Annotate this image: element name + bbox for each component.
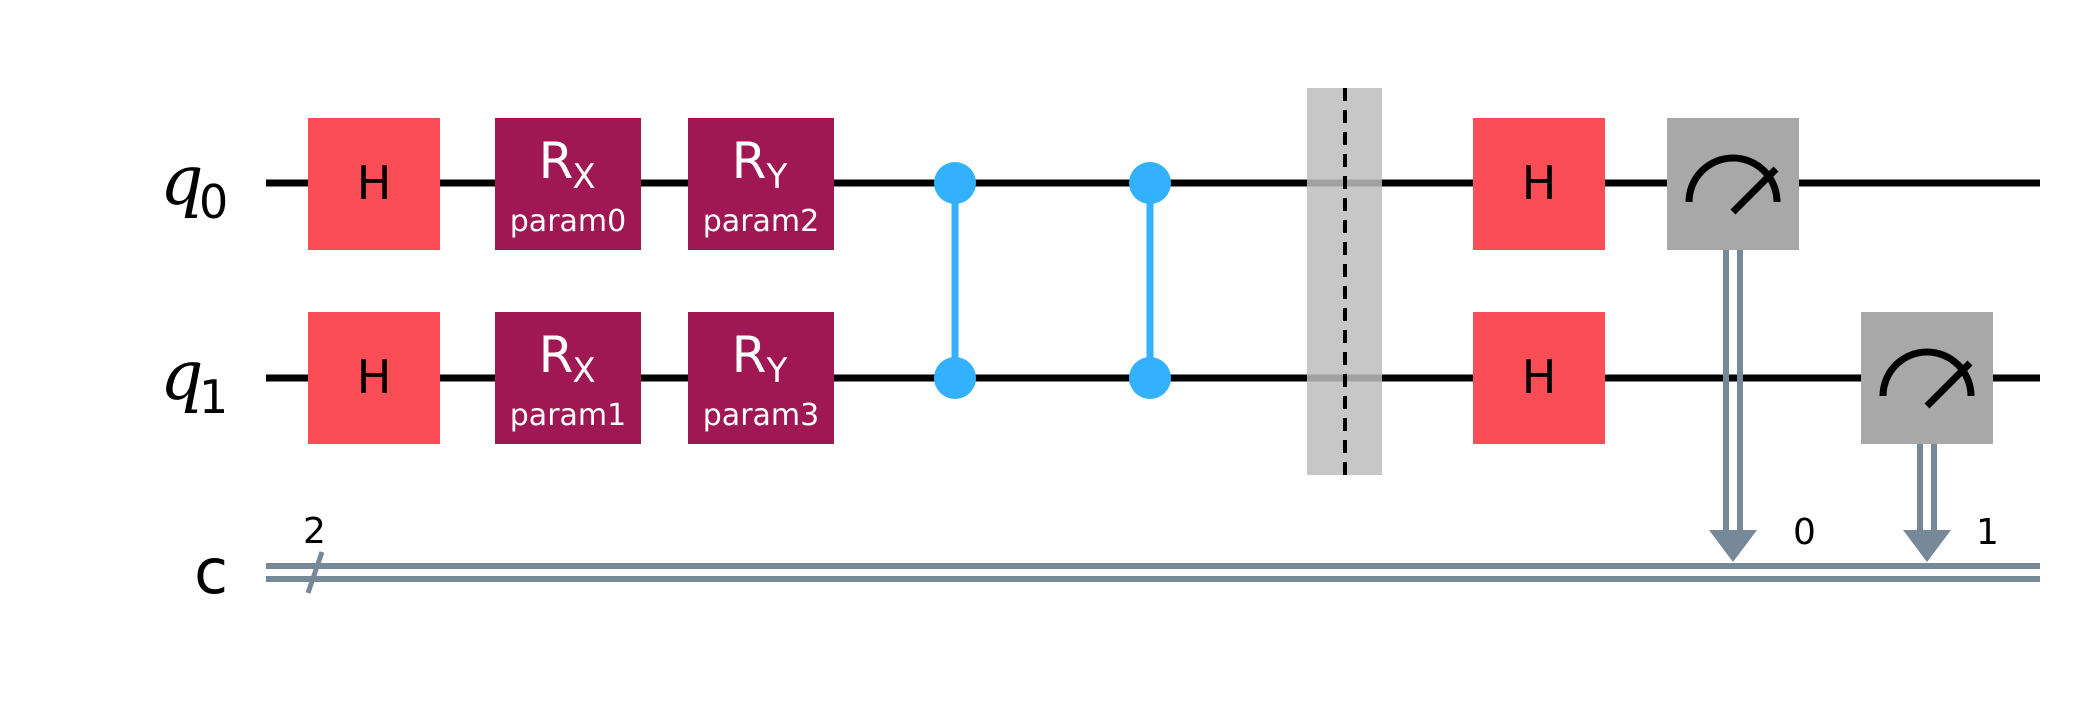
cz-control-dot — [1129, 162, 1171, 204]
gate-h-q1-b[interactable]: H — [1473, 312, 1605, 444]
svg-text:Y: Y — [766, 351, 788, 391]
cz-control-dot — [934, 162, 976, 204]
svg-text:0: 0 — [199, 175, 228, 229]
svg-text:q: q — [160, 142, 204, 221]
gate-measure-q1[interactable] — [1861, 312, 1993, 562]
svg-text:param1: param1 — [510, 398, 626, 433]
svg-text:param2: param2 — [703, 204, 819, 239]
clbit-index-0: 0 — [1793, 512, 1816, 553]
svg-text:H: H — [1522, 350, 1557, 404]
gate-ry-q0[interactable]: R Y param2 — [688, 118, 834, 250]
qubit-label-q0: q 0 — [160, 142, 228, 229]
barrier[interactable] — [1307, 88, 1382, 475]
svg-text:1: 1 — [199, 370, 228, 424]
svg-text:H: H — [357, 156, 392, 210]
gate-measure-q0[interactable] — [1667, 118, 1799, 562]
meter-icon — [1879, 348, 1975, 397]
svg-text:R: R — [539, 132, 574, 190]
qubit-label-q1: q 1 — [160, 337, 228, 424]
svg-text:X: X — [572, 157, 595, 197]
svg-text:Y: Y — [766, 157, 788, 197]
register-size-slash — [305, 551, 325, 594]
register-size-label: 2 — [303, 511, 326, 552]
clbit-index-1: 1 — [1976, 512, 1999, 553]
gate-ry-q1[interactable]: R Y param3 — [688, 312, 834, 444]
classical-wire-c — [266, 551, 2040, 594]
svg-text:X: X — [572, 351, 595, 391]
svg-text:R: R — [732, 132, 767, 190]
gate-h-q0-a[interactable]: H — [308, 118, 440, 250]
cz-control-dot — [934, 357, 976, 399]
classical-register-label: c — [194, 535, 228, 608]
gate-cz-2[interactable] — [1129, 162, 1171, 399]
gate-h-q1-a[interactable]: H — [308, 312, 440, 444]
svg-text:param0: param0 — [510, 204, 626, 239]
gate-rx-q1[interactable]: R X param1 — [495, 312, 641, 444]
svg-text:H: H — [357, 350, 392, 404]
meter-icon — [1685, 154, 1781, 203]
svg-text:q: q — [160, 337, 204, 416]
cz-control-dot — [1129, 357, 1171, 399]
svg-text:R: R — [539, 326, 574, 384]
gate-rx-q0[interactable]: R X param0 — [495, 118, 641, 250]
measure-arrowhead — [1709, 530, 1757, 562]
svg-text:H: H — [1522, 156, 1557, 210]
gate-h-q0-b[interactable]: H — [1473, 118, 1605, 250]
gate-cz-1[interactable] — [934, 162, 976, 399]
svg-text:R: R — [732, 326, 767, 384]
measure-arrowhead — [1903, 530, 1951, 562]
svg-text:param3: param3 — [703, 398, 819, 433]
